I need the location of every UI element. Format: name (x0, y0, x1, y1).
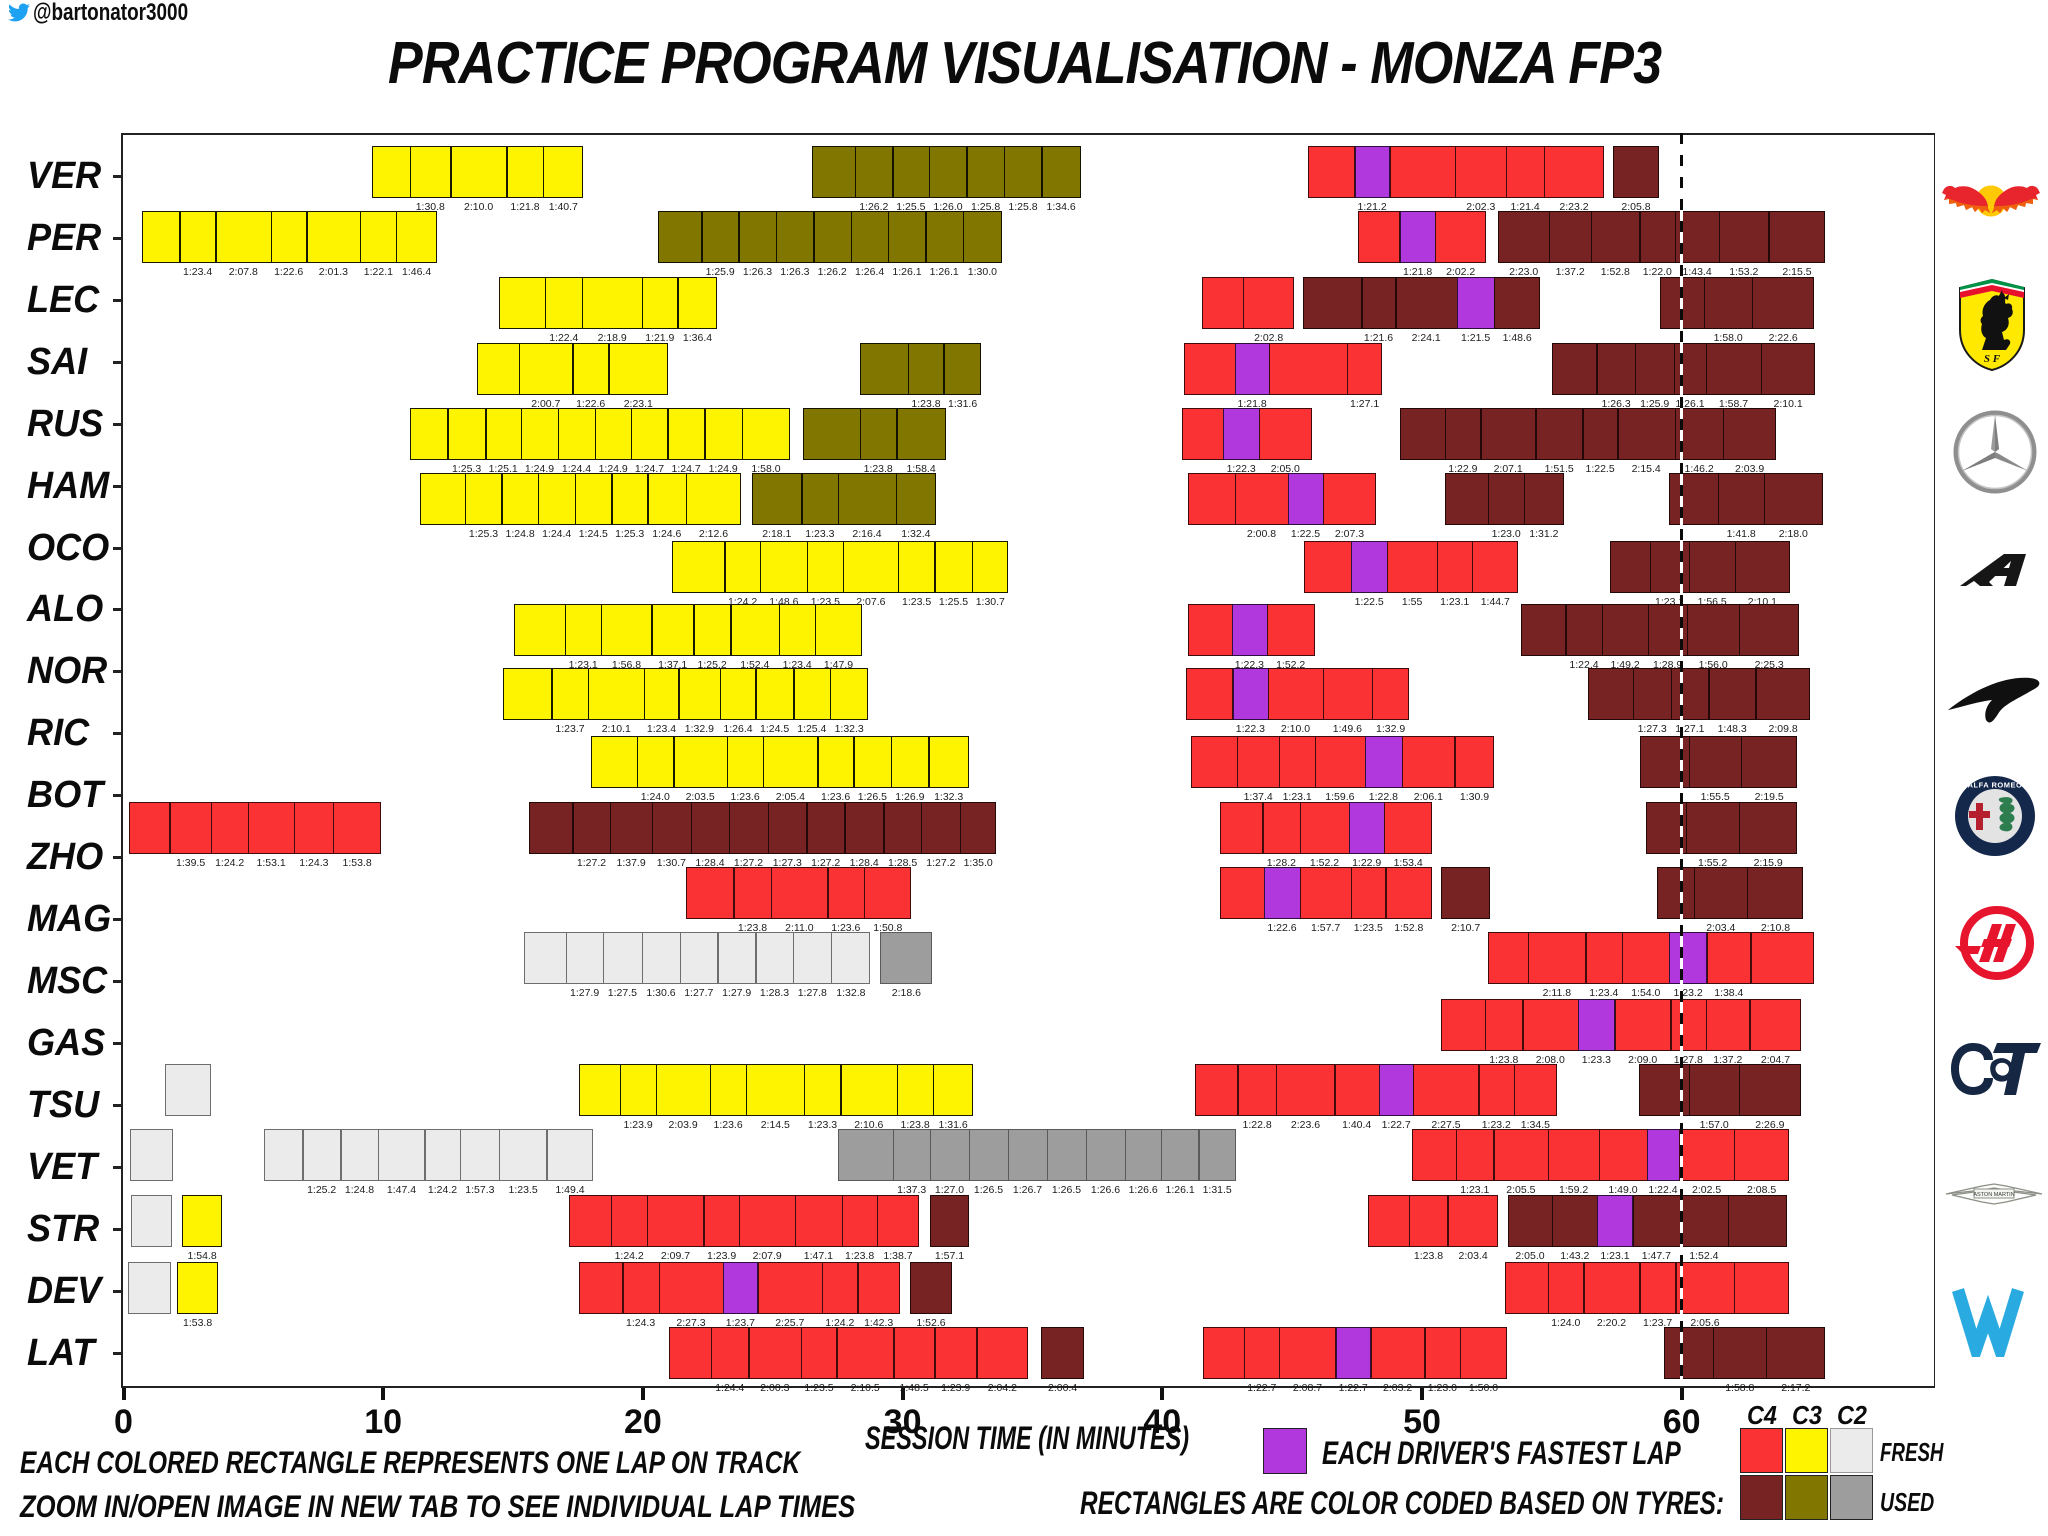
svg-text:ALFA ROMEO: ALFA ROMEO (1968, 781, 2023, 790)
svg-text:ASTON MARTIN: ASTON MARTIN (1973, 1192, 2014, 1198)
svg-text:S F: S F (1984, 353, 2001, 365)
